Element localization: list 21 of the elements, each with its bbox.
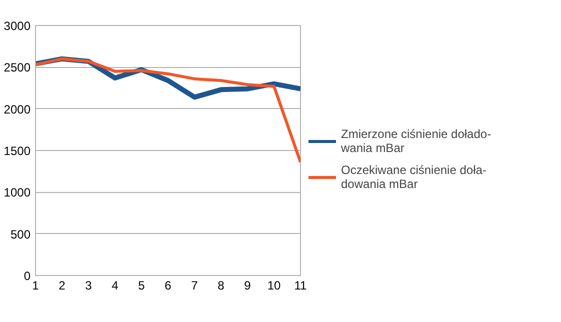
y-tick-label: 3000 bbox=[4, 19, 31, 33]
x-tick-label: 11 bbox=[294, 278, 308, 292]
y-tick-label: 2000 bbox=[4, 102, 31, 116]
y-tick-label: 1500 bbox=[4, 144, 31, 158]
x-tick-label: 1 bbox=[32, 278, 40, 292]
y-tick-label: 1000 bbox=[4, 186, 31, 200]
x-tick-label: 5 bbox=[138, 278, 146, 292]
y-tick-label: 500 bbox=[10, 227, 31, 242]
x-tick-label: 8 bbox=[218, 278, 225, 292]
x-tick-label: 2 bbox=[58, 278, 66, 292]
y-tick-label: 0 bbox=[24, 269, 31, 283]
legend-label: Zmierzone ciśnienie dołado- wania mBar bbox=[341, 126, 492, 156]
x-tick-label: 9 bbox=[244, 278, 252, 292]
line-series bbox=[36, 57, 300, 164]
x-tick-label: 4 bbox=[112, 278, 119, 292]
x-tick-label: 10 bbox=[267, 278, 281, 292]
y-tick-label: 2500 bbox=[4, 60, 31, 75]
x-tick-label: 6 bbox=[164, 278, 172, 292]
legend-label: Oczekiwane ciśnienie doła- dowania mBar bbox=[341, 162, 486, 192]
x-tick-label: 7 bbox=[191, 278, 198, 292]
x-tick-label: 3 bbox=[85, 278, 92, 292]
